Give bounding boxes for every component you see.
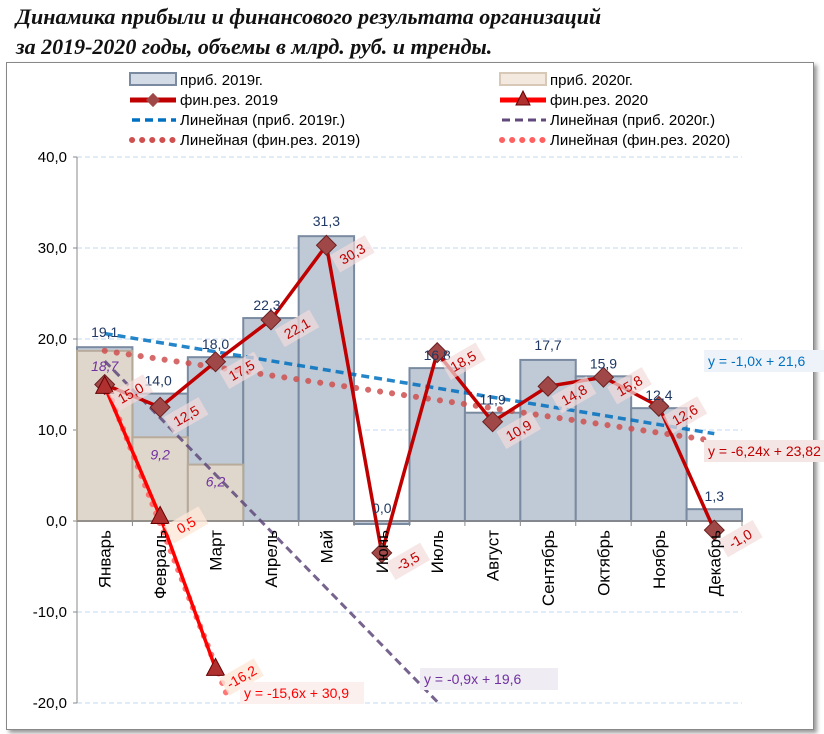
triangle-marker: [150, 505, 170, 524]
chart-title: Динамика прибыли и финансового результат…: [16, 2, 601, 62]
legend-triangle-icon: [515, 89, 531, 106]
data-label: -1,0: [717, 519, 763, 558]
equation-bg: [240, 682, 364, 704]
equation-bg: [704, 440, 824, 462]
y-tick-label: -10,0: [33, 604, 67, 621]
x-tick-label: Май: [317, 530, 336, 563]
bar-label-2020: 9,2: [150, 446, 170, 462]
x-tick-label: Октябрь: [594, 530, 613, 596]
x-tick-label: Июль: [428, 530, 447, 574]
bar-label-2019: 17,7: [534, 337, 561, 353]
y-tick-label: 0,0: [46, 513, 67, 530]
legend-label: приб. 2020г.: [550, 72, 633, 89]
bar-label-2019: 14,0: [145, 373, 172, 389]
label-bg: [274, 309, 320, 348]
legend-swatch-bar: [129, 72, 177, 86]
x-tick-label: Март: [207, 530, 226, 571]
equation-bg: [420, 668, 558, 690]
legend-label: Линейная (приб. 2020г.): [550, 112, 715, 129]
x-tick-label: Июнь: [373, 530, 392, 573]
diamond-marker: [648, 395, 670, 417]
legend-label: Линейная (фин.рез. 2020): [550, 132, 730, 149]
bar-label-2020: 18,7: [91, 358, 119, 374]
bar-label-2019: 15,9: [590, 355, 617, 371]
label-bg: [219, 658, 264, 696]
bar-label-2019: 12,4: [645, 387, 672, 403]
x-tick-label: Январь: [96, 530, 115, 588]
x-tick-label: Сентябрь: [539, 530, 558, 606]
diamond-marker: [537, 375, 559, 397]
bar-label-2019: 11,9: [480, 392, 506, 408]
label-bg: [496, 411, 541, 450]
diamond-marker: [482, 411, 504, 433]
trend-equation: y = -15,6x + 30,9: [244, 685, 349, 701]
trendline: [104, 331, 715, 436]
data-label: 0,5: [163, 506, 209, 544]
trend-equation: y = -0,9x + 19,6: [424, 671, 521, 687]
label-bg: [108, 374, 154, 412]
label-bg: [551, 376, 597, 414]
y-tick-label: 40,0: [38, 149, 67, 166]
diamond-marker: [315, 234, 337, 256]
legend-label: Линейная (приб. 2019г.): [180, 112, 345, 129]
bar-label-2019: 22,3: [253, 297, 280, 313]
label-bg: [219, 351, 264, 389]
bar-2019: [297, 235, 356, 522]
diamond-marker: [426, 342, 448, 364]
x-tick-label: Август: [484, 530, 503, 581]
label-bg: [163, 506, 209, 544]
bar-label-2019: 16,8: [424, 347, 451, 363]
trend-equation: y = -6,24x + 23,82: [708, 443, 821, 459]
title-line-2: за 2019-2020 годы, объемы в млрд. руб. и…: [16, 34, 493, 59]
bar-label-2019: 0,0: [372, 500, 392, 516]
x-tick-label: Апрель: [262, 530, 281, 588]
x-tick-label: Февраль: [151, 530, 170, 599]
diamond-marker: [149, 396, 171, 418]
label-bg: [607, 367, 652, 405]
y-tick-label: -20,0: [33, 695, 67, 712]
bar-label-2019: 1,3: [705, 488, 725, 504]
legend-label: фин.рез. 2019: [180, 92, 278, 109]
bar-label-2019: 31,3: [313, 213, 340, 229]
y-tick-label: 10,0: [38, 422, 67, 439]
triangle-marker: [205, 657, 226, 676]
trend-equation: y = -1,0x + 21,6: [708, 353, 805, 369]
bar-label-2019: 18,0: [202, 336, 229, 352]
label-bg: [330, 235, 375, 273]
x-tick-label: Ноябрь: [650, 530, 669, 589]
equation-bg: [704, 350, 824, 372]
diamond-marker: [204, 351, 227, 373]
diamond-marker: [592, 366, 615, 388]
legend-label: фин.рез. 2020: [550, 92, 648, 109]
diamond-marker: [703, 519, 725, 541]
y-tick-label: 20,0: [38, 331, 67, 348]
bar-2019: [685, 508, 743, 523]
label-bg: [385, 542, 431, 581]
y-tick-label: 30,0: [38, 240, 67, 257]
line-fin-2019: [104, 240, 716, 554]
bar-2019: [242, 317, 300, 522]
data-label: -3,5: [385, 542, 431, 581]
legend-label: приб. 2019г.: [180, 72, 263, 89]
label-bg: [717, 519, 763, 558]
diamond-marker: [371, 542, 393, 564]
diamond-marker: [260, 309, 282, 331]
x-tick-label: Декабрь: [705, 530, 724, 596]
label-bg: [440, 342, 486, 380]
triangle-marker: [94, 375, 115, 394]
label-bg: [662, 396, 708, 434]
title-line-1: Динамика прибыли и финансового результат…: [16, 4, 602, 29]
label-bg: [163, 397, 209, 435]
bar-label-2020: 6,2: [206, 474, 226, 490]
legend-diamond-icon: [145, 92, 161, 108]
legend-swatch-bar: [499, 72, 547, 86]
bar-label-2019: 19,1: [91, 324, 118, 340]
legend-label: Линейная (фин.рез. 2019): [180, 132, 360, 149]
